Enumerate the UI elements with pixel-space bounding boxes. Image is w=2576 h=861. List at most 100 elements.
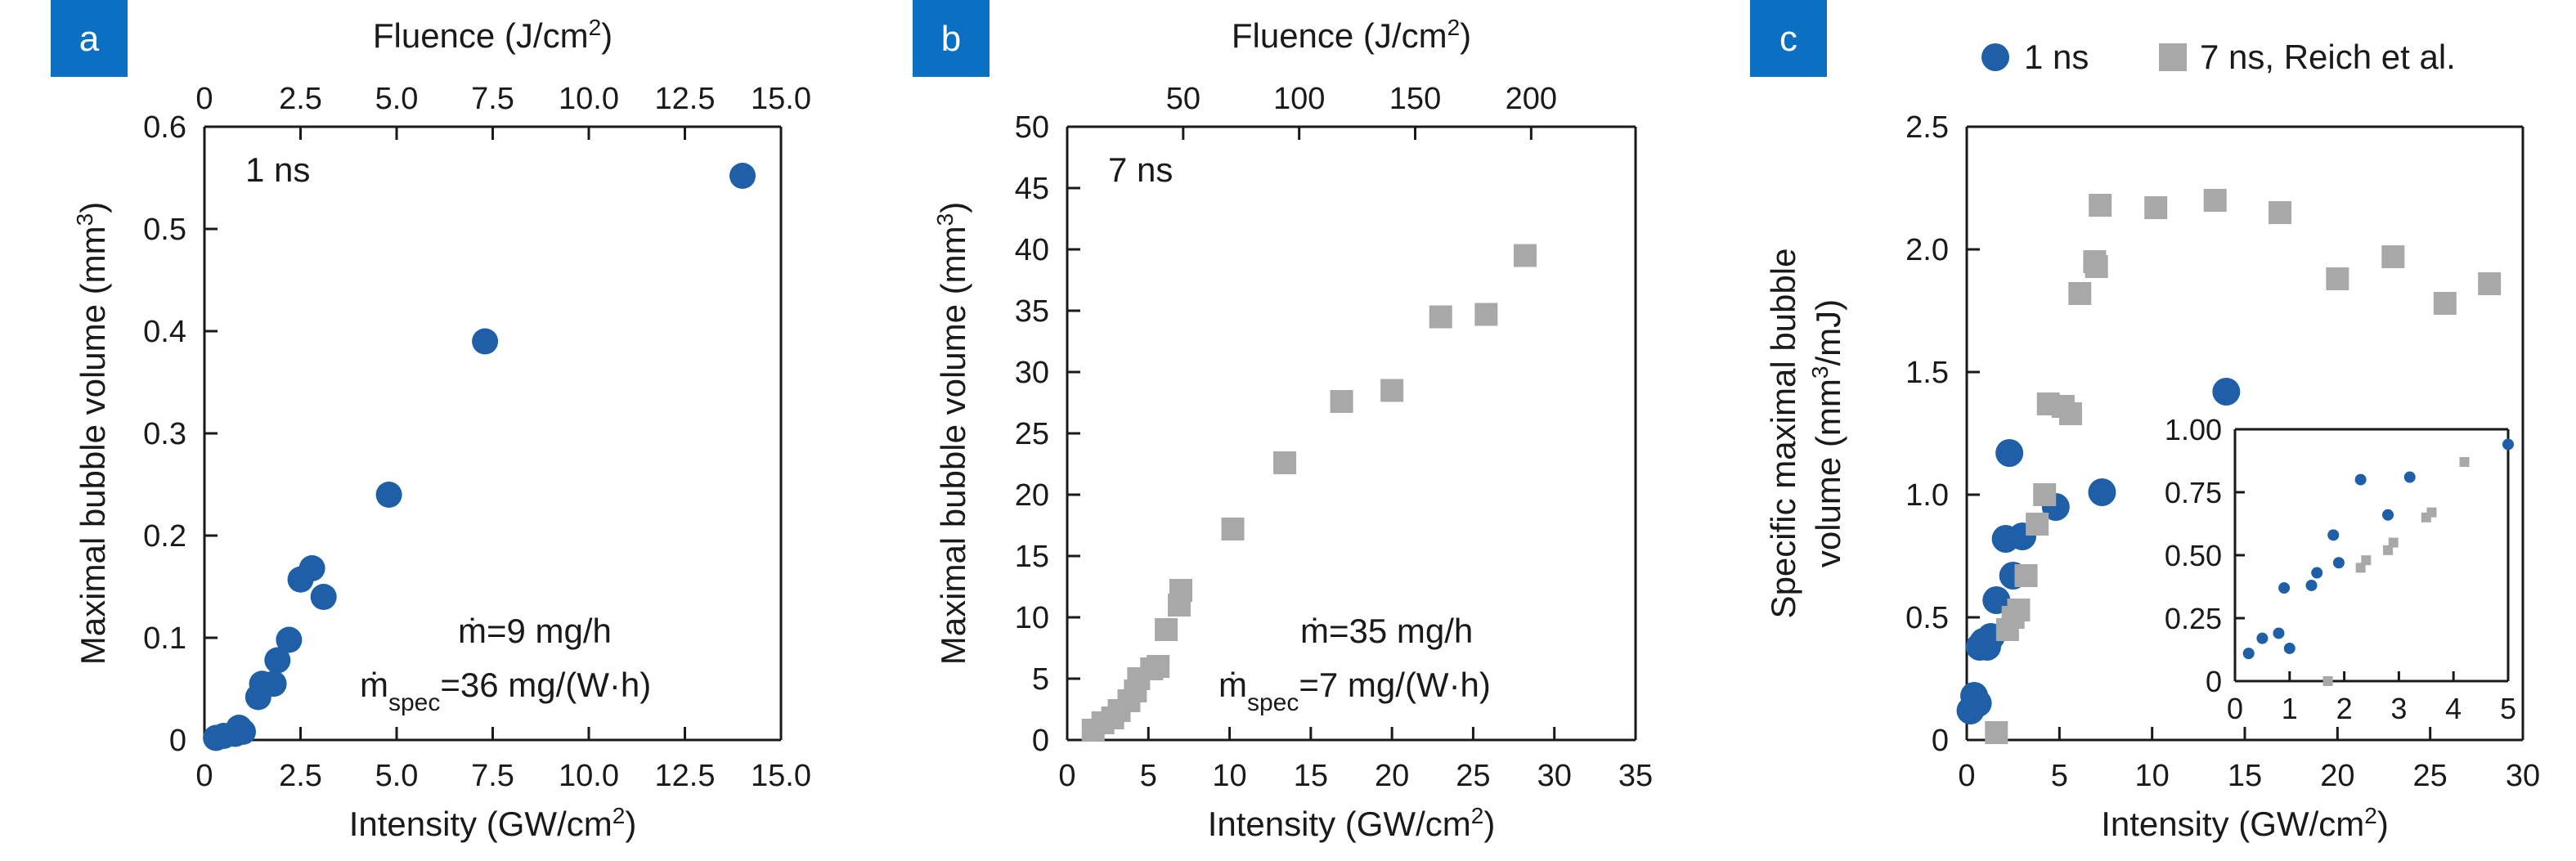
data-point [310, 584, 337, 610]
y-tick-label: 0 [169, 724, 186, 758]
inset-data-point [2354, 473, 2367, 486]
panel-label: a [79, 19, 100, 59]
data-point [298, 555, 325, 581]
y-tick-label: 25 [1015, 417, 1049, 451]
data-point [2014, 564, 2038, 587]
panel-label: b [941, 19, 961, 59]
y-axis-title: Maximal bubble volume (mm3) [72, 202, 113, 665]
panel-badge [913, 0, 990, 77]
inset: 0 1 2 3 4 5 0 0.25 0.50 0.75 1.00 [2165, 413, 2516, 725]
data-point [2085, 255, 2108, 278]
inset-background [2235, 429, 2508, 681]
y-tick-label: 50 [1015, 110, 1049, 145]
y-tick-label: 0.5 [143, 213, 186, 247]
y-tick-label: 2.5 [1905, 110, 1949, 145]
x-tick-label: 0 [1058, 759, 1075, 793]
inset-data-point [2278, 582, 2291, 594]
x2-tick-label: 2.5 [279, 82, 322, 116]
data-point [1985, 721, 2008, 744]
data-point [2007, 599, 2031, 621]
x2-tick-label: 7.5 [471, 82, 514, 116]
inset-data-point [2361, 555, 2372, 566]
y-tick-label: 0.5 [1905, 601, 1949, 635]
x2-tick-label: 5.0 [375, 82, 419, 116]
data-point [1273, 451, 1297, 474]
data-point [2326, 267, 2349, 290]
x-tick-label: 15.0 [751, 759, 811, 793]
inset-data-point [2242, 648, 2255, 660]
data-point [2089, 194, 2112, 217]
x2-tick-label: 100 [1273, 82, 1325, 116]
x-tick-label: 15 [1294, 759, 1328, 793]
data-point [2381, 245, 2405, 268]
panel-a: a 0 2.5 5.0 7.5 10.0 12.5 15.0 0 0.1 0.2 0.3 0.4 0.5 0… [51, 0, 811, 843]
x-tick-label: 5 [2051, 759, 2068, 793]
specific-rate-annotation: ṁspec=36 mg/(W·h) [360, 666, 651, 716]
x-tick-label: 25 [2413, 759, 2448, 793]
inset-data-point [2311, 567, 2323, 579]
y-tick-label: 30 [1015, 356, 1049, 390]
pulse-duration-annotation: 1 ns [245, 150, 310, 189]
y-tick-label: 20 [1015, 478, 1049, 513]
x2-axis-title: Fluence (J/cm2) [373, 15, 613, 56]
y-tick-label: 15 [1015, 540, 1049, 574]
y-axis-title-line1: Specific maximal bubble [1764, 249, 1802, 619]
x-tick-label: 10.0 [559, 759, 619, 793]
x-tick-label: 0 [195, 759, 213, 793]
data-point [2144, 196, 2168, 219]
data-point [1169, 579, 1192, 602]
y-tick-label: 40 [1015, 233, 1049, 267]
inset-data-point [2459, 457, 2470, 468]
y-tick-label: 0 [1932, 724, 1949, 758]
legend-label-1ns: 1 ns [2024, 38, 2089, 76]
data-point [1147, 655, 1170, 678]
data-point [260, 670, 287, 697]
x-tick-label: 5.0 [375, 759, 419, 793]
data-point [1995, 439, 2024, 467]
panel-b: b 0 5 10 15 20 25 30 35 0 5 10 15 20 25 30 35 40 45 50 50 100… [913, 0, 1653, 843]
x-tick-label: 10 [2135, 759, 2170, 793]
x2-tick-label: 50 [1166, 82, 1200, 116]
y-tick-label: 0.50 [2165, 539, 2222, 572]
x-tick-label: 5 [2500, 692, 2516, 725]
y-tick-label: 1.00 [2165, 413, 2222, 446]
x-tick-label: 2.5 [279, 759, 322, 793]
data-point [2269, 201, 2292, 224]
data-point [1380, 379, 1404, 402]
x-tick-label: 20 [1375, 759, 1409, 793]
inset-data-point [2388, 537, 2399, 548]
rate-annotation: ṁ=9 mg/h [458, 612, 612, 650]
x2-tick-label: 0 [195, 82, 213, 116]
x-tick-label: 4 [2445, 692, 2462, 725]
inset-data-point [2273, 627, 2285, 639]
y-axis-title: Maximal bubble volume (mm3) [932, 202, 973, 665]
inset-data-point [2322, 676, 2333, 686]
panel-badge [1750, 0, 1827, 77]
data-point [2212, 378, 2241, 406]
x2-tick-label: 200 [1506, 82, 1557, 116]
y-tick-label: 0 [2206, 665, 2222, 698]
legend: 1 ns 7 ns, Reich et al. [1981, 38, 2456, 76]
x-tick-label: 0 [1958, 759, 1975, 793]
data-point [375, 482, 402, 508]
x-tick-label: 30 [2506, 759, 2540, 793]
data-point [2033, 483, 2057, 506]
y-tick-label: 0.75 [2165, 476, 2222, 509]
data-point [2478, 272, 2502, 295]
y-tick-label: 0 [1032, 724, 1049, 758]
data-point [2088, 478, 2116, 506]
inset-data-point [2305, 579, 2318, 591]
inset-data-point [2382, 509, 2394, 521]
rate-annotation: ṁ=35 mg/h [1300, 612, 1473, 650]
data-point [2203, 189, 2227, 212]
x-tick-label: 15 [2228, 759, 2262, 793]
inset-data-point [2383, 545, 2394, 555]
x-tick-label: 35 [1618, 759, 1653, 793]
x-tick-label: 30 [1537, 759, 1572, 793]
x2-tick-label: 150 [1389, 82, 1441, 116]
x-axis-title: Intensity (GW/cm2) [1208, 803, 1496, 844]
y-tick-label: 0.2 [143, 519, 186, 554]
y-tick-label: 0.4 [143, 315, 186, 349]
y-tick-label: 0.1 [143, 621, 186, 656]
